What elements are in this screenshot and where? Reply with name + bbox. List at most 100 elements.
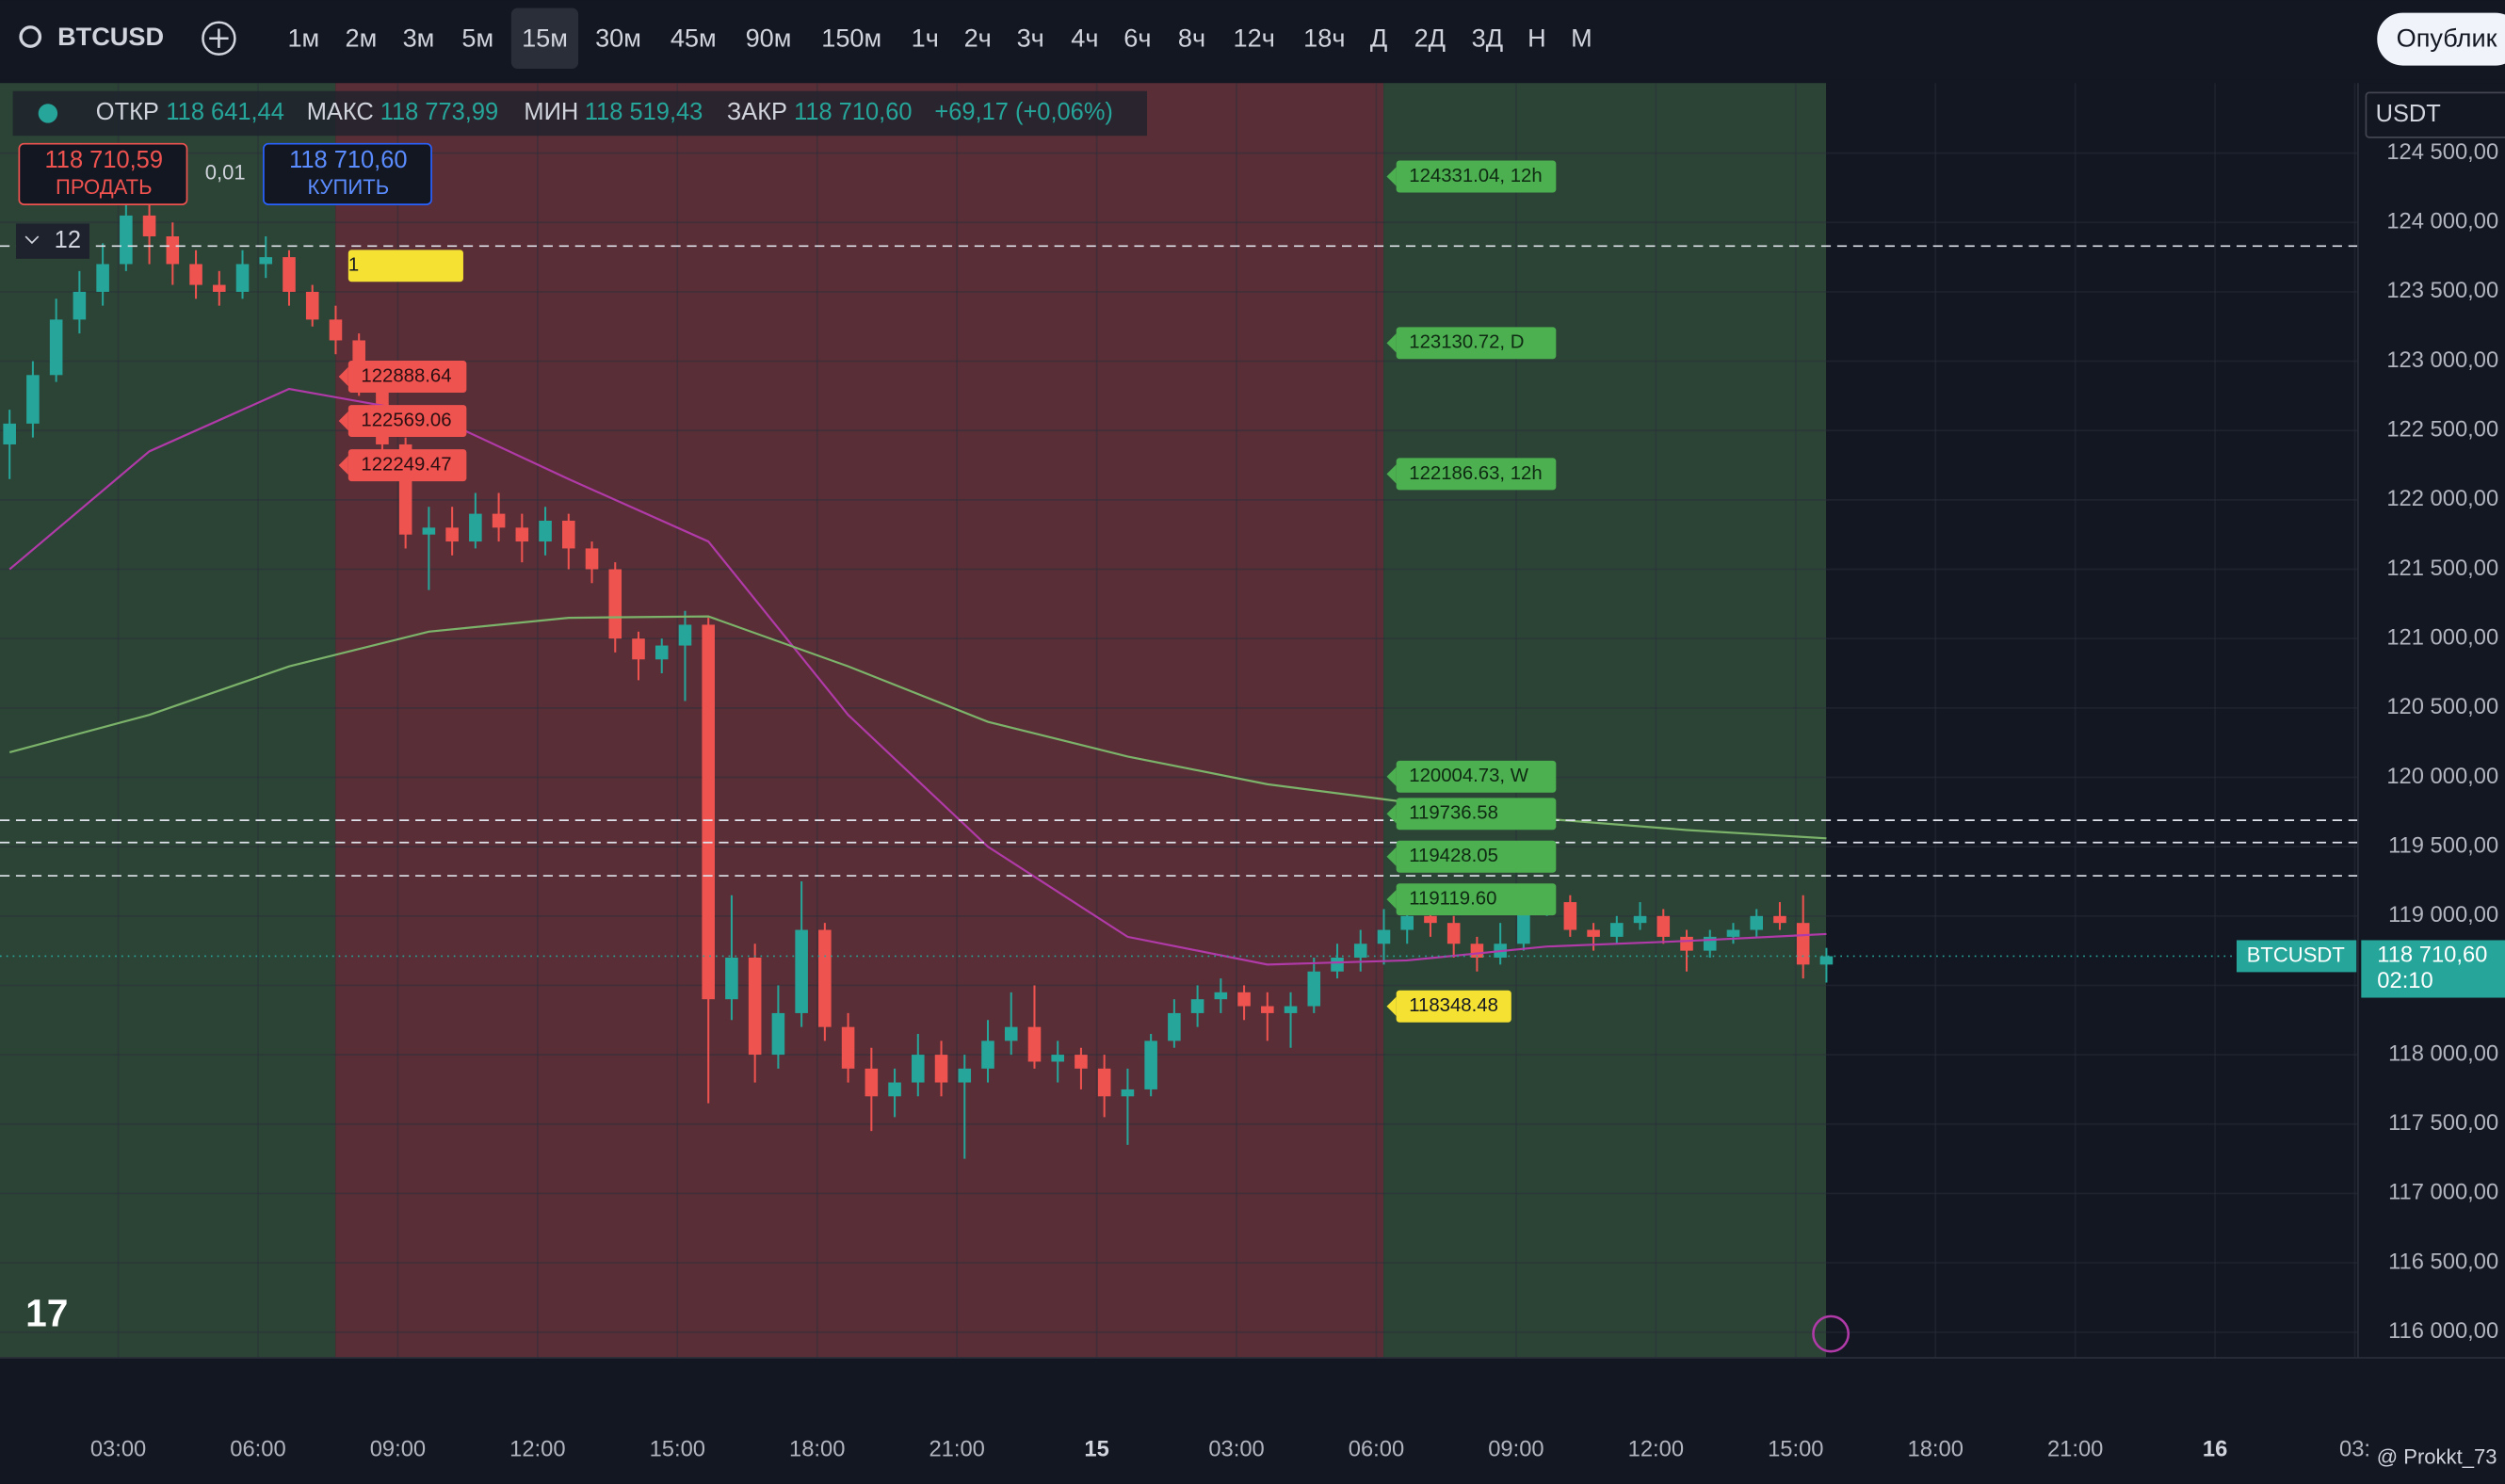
level-label-bg (1396, 327, 1557, 360)
candle-body (283, 257, 296, 292)
interval[interactable]: 150м (821, 24, 881, 53)
x-tick-label: 06:00 (230, 1437, 285, 1462)
price-tag (2361, 940, 2505, 998)
candle-body (934, 1055, 948, 1083)
x-tick-label: 03:00 (90, 1437, 146, 1462)
candle-body (259, 257, 273, 265)
alert-icon[interactable] (1812, 1315, 1850, 1353)
y-tick-label: 117 500,00 (2388, 1110, 2498, 1136)
add-symbol[interactable] (202, 21, 236, 56)
candle-body (1051, 1055, 1064, 1062)
publish-button[interactable] (2377, 12, 2505, 66)
interval[interactable]: 3м (403, 24, 435, 53)
level-label: 124331.04, 12h (1409, 166, 1542, 186)
level-label-bg (1396, 160, 1557, 193)
interval[interactable]: 3ч (1017, 24, 1044, 53)
toolbar (0, 0, 2505, 80)
y-tick-label: 123 000,00 (2386, 347, 2498, 373)
change-value: +69,17 (+0,06%) (934, 99, 1113, 125)
interval[interactable]: 2Д (1414, 24, 1446, 53)
interval[interactable]: Д (1370, 24, 1387, 53)
buy-label: КУПИТЬ (307, 175, 389, 199)
candle-body (841, 1026, 855, 1069)
interval[interactable]: 30м (595, 24, 641, 53)
candle-body (1377, 929, 1391, 944)
interval[interactable]: 45м (671, 24, 717, 53)
candle-body (1657, 915, 1671, 937)
candle-body (1400, 915, 1414, 930)
interval[interactable]: 15м (522, 24, 568, 53)
interval[interactable]: 12ч (1234, 24, 1275, 53)
interval[interactable]: 1ч (912, 24, 939, 53)
candle-body (1284, 1006, 1298, 1013)
candle-body (1773, 915, 1786, 924)
candle-body (305, 291, 319, 320)
currency-select[interactable] (2365, 91, 2505, 138)
candle-body (655, 645, 669, 660)
interval[interactable]: 2ч (964, 24, 992, 53)
candle-body (865, 1068, 879, 1097)
interval[interactable]: 3Д (1472, 24, 1503, 53)
high-value: 118 773,99 (380, 99, 498, 125)
watermark: @ Prokkt_73 (2377, 1445, 2497, 1469)
candle-body (1750, 915, 1764, 930)
level-label-bg (1396, 840, 1557, 873)
level-label: 119119.60 (1409, 889, 1496, 910)
level-label-bg (1396, 458, 1557, 491)
level-pointer (338, 411, 348, 431)
y-tick-label: 122 000,00 (2386, 486, 2498, 511)
symbol[interactable]: BTCUSD (57, 22, 164, 51)
y-tick-label: 118 000,00 (2388, 1040, 2498, 1066)
x-tick-label: 15:00 (1768, 1437, 1823, 1462)
level-label-bg (1396, 760, 1557, 793)
interval[interactable]: 6ч (1123, 24, 1151, 53)
buy-button[interactable] (263, 142, 432, 205)
spread: 0,01 (205, 161, 246, 185)
sell-button[interactable] (18, 142, 188, 205)
y-tick-label: 119 500,00 (2388, 832, 2498, 858)
active-interval-bg (510, 8, 579, 69)
candle-body (1168, 1012, 1181, 1041)
x-tick-label: 21:00 (929, 1437, 984, 1462)
y-tick-label: 121 000,00 (2386, 624, 2498, 650)
interval[interactable]: 4ч (1071, 24, 1098, 53)
x-tick-label: 09:00 (370, 1437, 426, 1462)
candle-body (1796, 923, 1810, 965)
y-tick-label: 121 500,00 (2386, 556, 2498, 581)
candle-body (1446, 923, 1461, 944)
interval[interactable]: 1м (287, 24, 319, 53)
y-tick-label: 124 500,00 (2386, 139, 2498, 165)
interval[interactable]: Н (1527, 24, 1546, 53)
level-pointer (1386, 804, 1397, 824)
candle-body (678, 624, 692, 646)
candle-body (1190, 999, 1204, 1013)
candle-body (1610, 923, 1624, 937)
candle-body (1214, 992, 1228, 1000)
interval[interactable]: 18ч (1303, 24, 1345, 53)
chevron (24, 235, 40, 245)
x-tick-label: 03:00 (1208, 1437, 1264, 1462)
candle-body (912, 1055, 925, 1083)
candle-body (795, 929, 808, 1013)
indicators-toggle[interactable] (15, 223, 89, 259)
candle-body (1144, 1040, 1157, 1089)
interval[interactable]: 8ч (1178, 24, 1205, 53)
candle-body (1331, 957, 1344, 972)
moving-average (8, 387, 1827, 966)
search-icon[interactable] (19, 25, 42, 48)
candle-body (981, 1040, 994, 1069)
interval[interactable]: 90м (746, 24, 792, 53)
interval[interactable]: 2м (346, 24, 378, 53)
candle-body (608, 569, 622, 639)
candle-body (632, 638, 645, 660)
candle-body (166, 235, 180, 265)
candle-body (1004, 1026, 1018, 1041)
status-dot (38, 104, 58, 123)
y-tick-label: 124 000,00 (2386, 209, 2498, 234)
level-pointer (1386, 333, 1397, 353)
interval[interactable]: 5м (461, 24, 493, 53)
interval[interactable]: М (1571, 24, 1592, 53)
sell-label: ПРОДАТЬ (56, 175, 153, 199)
